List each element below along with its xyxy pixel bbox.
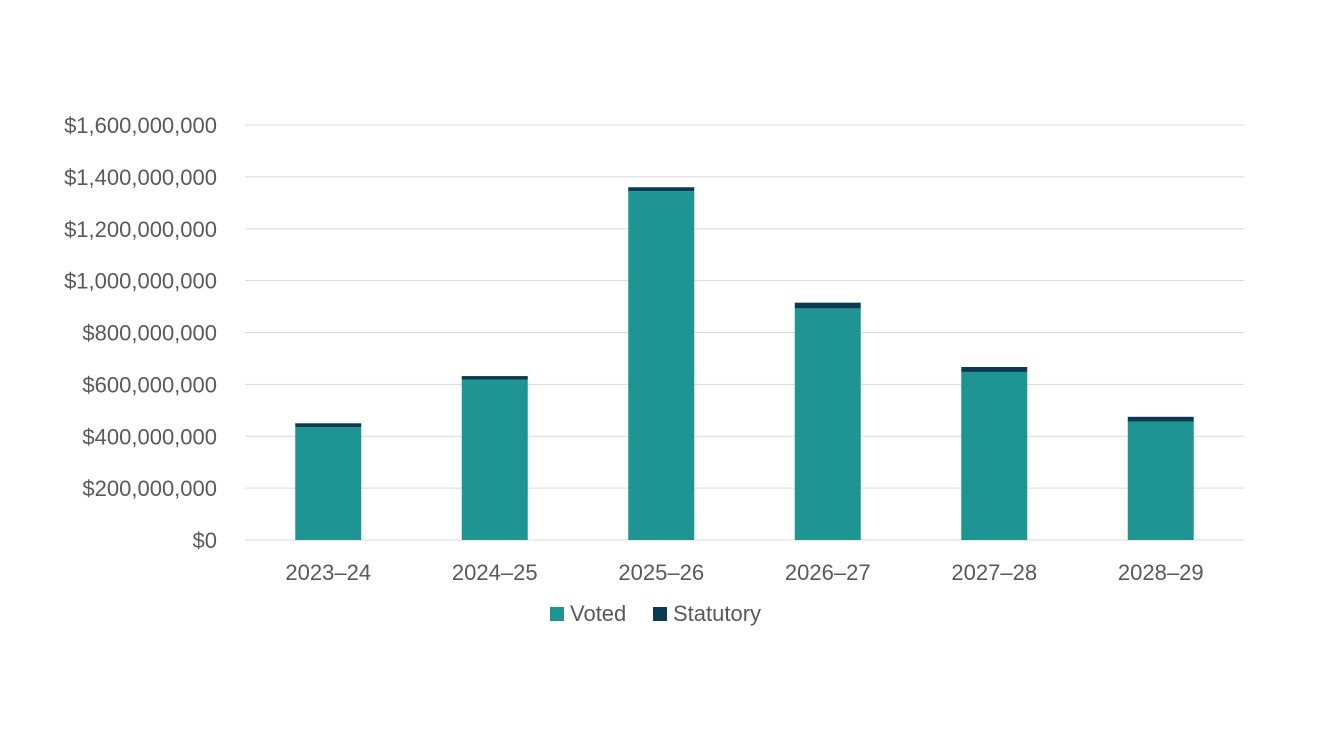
legend-label-voted: Voted: [570, 601, 626, 626]
y-tick-label: $1,000,000,000: [64, 269, 217, 294]
bar-voted-2024–25: [461, 379, 528, 540]
bar-statutory-2028–29: [1127, 416, 1194, 422]
bar-voted-2028–29: [1127, 421, 1194, 540]
x-tick-label: 2028–29: [1118, 560, 1204, 585]
legend-label-statutory: Statutory: [673, 601, 761, 626]
x-tick-label: 2027–28: [951, 560, 1037, 585]
legend-swatch-statutory: [653, 607, 667, 621]
bar-statutory-2025–26: [628, 187, 695, 192]
x-tick-label: 2025–26: [618, 560, 704, 585]
y-tick-label: $400,000,000: [82, 424, 217, 449]
x-axis-tick-labels: 2023–24 2024–25 2025–26 2026–27 2027–28 2028–…: [285, 560, 1203, 585]
y-tick-label: $1,400,000,000: [64, 165, 217, 190]
bar-voted-2026–27: [794, 308, 861, 540]
bar-voted-2025–26: [628, 191, 695, 540]
bar-statutory-2027–28: [961, 366, 1028, 372]
bars: [295, 187, 1194, 540]
bar-statutory-2023–24: [295, 423, 362, 428]
y-tick-label: $600,000,000: [82, 372, 217, 397]
legend-swatch-voted: [550, 607, 564, 621]
gridlines: [245, 124, 1244, 541]
y-tick-label: $200,000,000: [82, 476, 217, 501]
y-tick-label: $800,000,000: [82, 321, 217, 346]
legend: Voted Statutory: [550, 601, 761, 626]
y-tick-label: $1,200,000,000: [64, 217, 217, 242]
bar-voted-2027–28: [961, 371, 1028, 540]
y-axis-tick-labels: $0 $200,000,000 $400,000,000 $600,000,000 $8…: [64, 113, 217, 553]
bar-statutory-2026–27: [794, 302, 861, 309]
x-tick-label: 2023–24: [285, 560, 371, 585]
y-tick-label: $0: [193, 528, 217, 553]
y-tick-label: $1,600,000,000: [64, 113, 217, 138]
bar-statutory-2024–25: [461, 376, 528, 380]
bar-voted-2023–24: [295, 427, 362, 540]
x-tick-label: 2026–27: [785, 560, 871, 585]
x-tick-label: 2024–25: [452, 560, 538, 585]
